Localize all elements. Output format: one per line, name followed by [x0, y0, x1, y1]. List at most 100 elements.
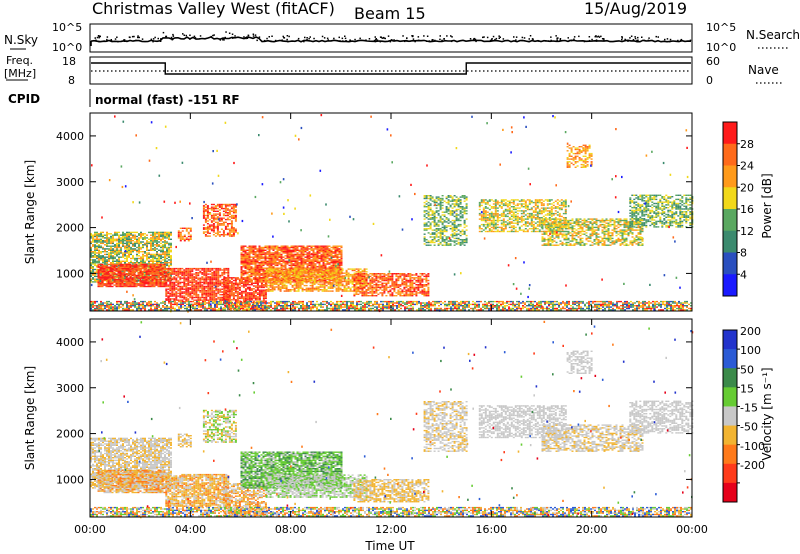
heatmap-cell — [258, 274, 261, 276]
heatmap-cell — [212, 210, 215, 212]
heatmap-cell — [167, 285, 170, 288]
heatmap-cell — [201, 289, 204, 292]
heatmap-cell — [234, 206, 237, 208]
heatmap-cell — [304, 277, 307, 279]
heatmap-cell — [106, 253, 108, 256]
heatmap-cell — [250, 273, 253, 275]
heatmap-cell — [230, 289, 233, 291]
heatmap-cell — [275, 269, 278, 272]
heatmap-cell — [230, 293, 233, 295]
heatmap-cell — [337, 290, 340, 292]
heatmap-cell — [202, 216, 205, 218]
heatmap-cell — [111, 269, 114, 271]
heatmap-cell — [260, 253, 263, 256]
heatmap-cell — [353, 273, 356, 276]
heatmap-cell — [181, 288, 184, 290]
heatmap-cell — [126, 237, 128, 239]
heatmap-cell — [248, 248, 251, 250]
heatmap-cell — [138, 241, 140, 243]
nsky-dot — [601, 38, 604, 40]
nsky-dot — [150, 38, 153, 41]
heatmap-cell — [217, 298, 220, 300]
heatmap-cell — [171, 272, 174, 274]
heatmap-cell — [315, 278, 318, 280]
heatmap-cell — [187, 270, 190, 273]
heatmap-cell — [236, 288, 239, 290]
heatmap-cell — [246, 286, 249, 289]
heatmap-cell — [250, 252, 253, 254]
nsky-dot — [157, 37, 159, 40]
heatmap-cell — [123, 284, 126, 286]
heatmap-cell — [185, 284, 188, 286]
nsky-dot — [380, 36, 382, 38]
heatmap-cell — [216, 225, 219, 228]
heatmap-cell — [329, 284, 332, 287]
heatmap-cell — [349, 287, 352, 289]
heatmap-cell — [165, 292, 168, 295]
heatmap-cell — [242, 263, 245, 265]
heatmap-cell — [204, 214, 207, 217]
heatmap-cell — [269, 290, 272, 292]
heatmap-cell — [106, 245, 108, 247]
heatmap-cell — [122, 238, 124, 240]
heatmap-cell — [306, 253, 309, 256]
heatmap-cell — [281, 273, 284, 276]
heatmap-cell — [285, 278, 288, 280]
heatmap-cell — [292, 260, 295, 262]
heatmap-cell — [98, 244, 100, 246]
heatmap-cell — [271, 275, 274, 277]
heatmap-cell — [230, 234, 233, 236]
heatmap-cell — [144, 251, 146, 253]
heatmap-cell — [240, 293, 243, 295]
heatmap-cell — [290, 259, 293, 261]
heatmap-cell — [90, 237, 92, 239]
heatmap-cell — [119, 263, 122, 266]
heatmap-cell — [106, 235, 108, 238]
heatmap-cell — [299, 279, 302, 281]
heatmap-cell — [118, 242, 120, 245]
heatmap-cell — [300, 266, 303, 268]
heatmap-cell — [210, 224, 213, 226]
heatmap-cell — [323, 282, 326, 284]
nsky-dot — [321, 35, 324, 38]
heatmap-cell — [246, 277, 249, 279]
heatmap-cell — [256, 308, 259, 311]
heatmap-cell — [107, 272, 110, 274]
heatmap-cell — [268, 264, 271, 267]
heatmap-cell — [112, 260, 114, 262]
heatmap-cell — [224, 225, 227, 228]
heatmap-cell — [205, 273, 208, 275]
heatmap-cell — [203, 285, 206, 288]
heatmap-cell — [92, 241, 94, 243]
heatmap-cell — [218, 231, 221, 233]
heatmap-cell — [228, 295, 231, 297]
nsky-dot — [382, 36, 385, 39]
heatmap-cell — [286, 256, 289, 258]
heatmap-cell — [160, 238, 162, 240]
nsky-dot — [306, 37, 308, 39]
heatmap-cell — [123, 280, 126, 282]
heatmap-cell — [187, 233, 190, 235]
heatmap-cell — [90, 278, 92, 280]
heatmap-cell — [211, 284, 214, 286]
heatmap-cell — [226, 224, 229, 226]
heatmap-cell — [141, 263, 144, 266]
heatmap-cell — [152, 234, 154, 236]
heatmap-cell — [164, 255, 166, 257]
heatmap-cell — [209, 276, 212, 278]
heatmap-cell — [307, 273, 310, 276]
heatmap-cell — [173, 288, 176, 290]
heatmap-cell — [90, 274, 92, 276]
heatmap-cell — [258, 289, 261, 291]
heatmap-cell — [99, 272, 102, 274]
heatmap-cell — [242, 286, 245, 289]
heatmap-cell — [341, 275, 344, 277]
heatmap-cell — [165, 280, 168, 282]
heatmap-cell — [343, 272, 346, 274]
heatmap-cell — [258, 290, 261, 293]
nsky-dot — [515, 39, 517, 41]
heatmap-cell — [102, 234, 104, 236]
heatmap-cell — [260, 256, 263, 258]
heatmap-cell — [222, 297, 225, 300]
heatmap-cell — [105, 277, 108, 279]
